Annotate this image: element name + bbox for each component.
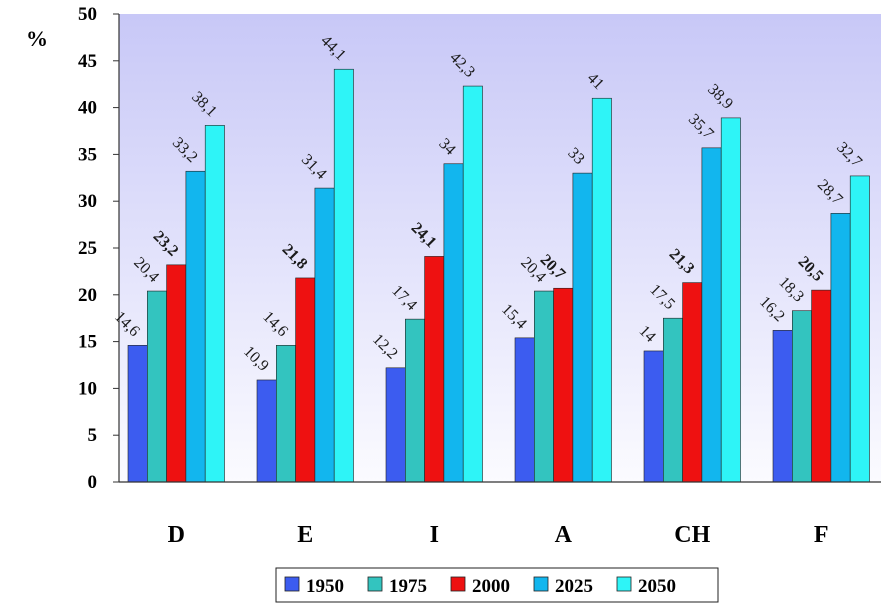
bar-2025-CH [701, 147, 722, 483]
bar-2000-CH [682, 282, 703, 483]
bar-2025-F [830, 213, 851, 483]
bar-2000-D [166, 264, 187, 483]
plot-area [119, 14, 881, 482]
bar-2050-A [591, 97, 612, 483]
bar-1975-CH [662, 317, 683, 483]
bar-2000-E [295, 277, 316, 483]
bar-2025-I [443, 163, 464, 483]
bar-2050-CH [720, 117, 741, 483]
x-tick-label: A [555, 522, 573, 548]
x-tick-label: I [430, 522, 439, 548]
y-tick-label: 15 [78, 332, 97, 353]
legend-swatch-2025 [533, 576, 549, 592]
y-tick-label: 5 [88, 425, 98, 446]
y-tick-label: 30 [78, 191, 97, 212]
bar-1975-A [533, 290, 554, 483]
y-tick-label: 25 [78, 238, 97, 259]
bar-1975-D [147, 290, 167, 483]
bar-2000-I [424, 256, 445, 483]
legend-box [275, 567, 719, 603]
bar-2050-D [204, 125, 225, 483]
legend-label-2050: 2050 [638, 576, 676, 597]
legend-label-1950: 1950 [306, 576, 344, 597]
bar-1950-I [385, 367, 406, 483]
legend-swatch-1975 [367, 576, 383, 592]
y-tick-label: 50 [78, 4, 97, 25]
bar-2050-E [333, 68, 354, 483]
legend-swatch-2000 [450, 576, 466, 592]
bar-1975-I [404, 318, 425, 483]
bar-1950-E [256, 379, 277, 483]
y-tick-label: 20 [78, 285, 97, 306]
bar-2025-E [314, 187, 335, 483]
bar-2000-A [553, 287, 574, 483]
x-axis: D E I A CH F [119, 481, 881, 548]
legend-swatch-2050 [616, 576, 632, 592]
legend-label-2000: 2000 [472, 576, 510, 597]
legend-label-2025: 2025 [555, 576, 593, 597]
legend-label-1975: 1975 [389, 576, 427, 597]
bar-1950-F [772, 330, 793, 483]
y-tick-label: 0 [88, 472, 98, 493]
x-tick-label: D [168, 522, 185, 548]
unit-label: % [26, 26, 48, 51]
y-tick-label: 35 [78, 144, 97, 165]
bar-1975-F [791, 310, 812, 483]
legend-swatch-1950 [284, 576, 300, 592]
x-tick-label: E [297, 522, 313, 548]
y-tick-label: 45 [78, 51, 97, 72]
bar-2025-D [185, 170, 206, 483]
bar-1950-CH [643, 350, 664, 483]
bars [127, 68, 870, 483]
bar-2000-F [811, 289, 832, 483]
bar-2050-I [462, 85, 483, 483]
y-tick-label: 40 [78, 98, 97, 119]
bar-2025-A [572, 172, 593, 483]
bar-1975-E [275, 345, 296, 483]
bar-2050-F [849, 175, 870, 483]
y-axis: 0 5 10 15 20 25 30 35 40 45 50 [78, 4, 120, 493]
x-tick-label: CH [674, 522, 710, 548]
x-tick-label: F [814, 522, 829, 548]
bar-1950-D [127, 345, 148, 483]
legend: 1950 1975 2000 2025 2050 [275, 567, 719, 603]
bar-1950-A [514, 337, 535, 483]
y-tick-label: 10 [78, 378, 97, 399]
